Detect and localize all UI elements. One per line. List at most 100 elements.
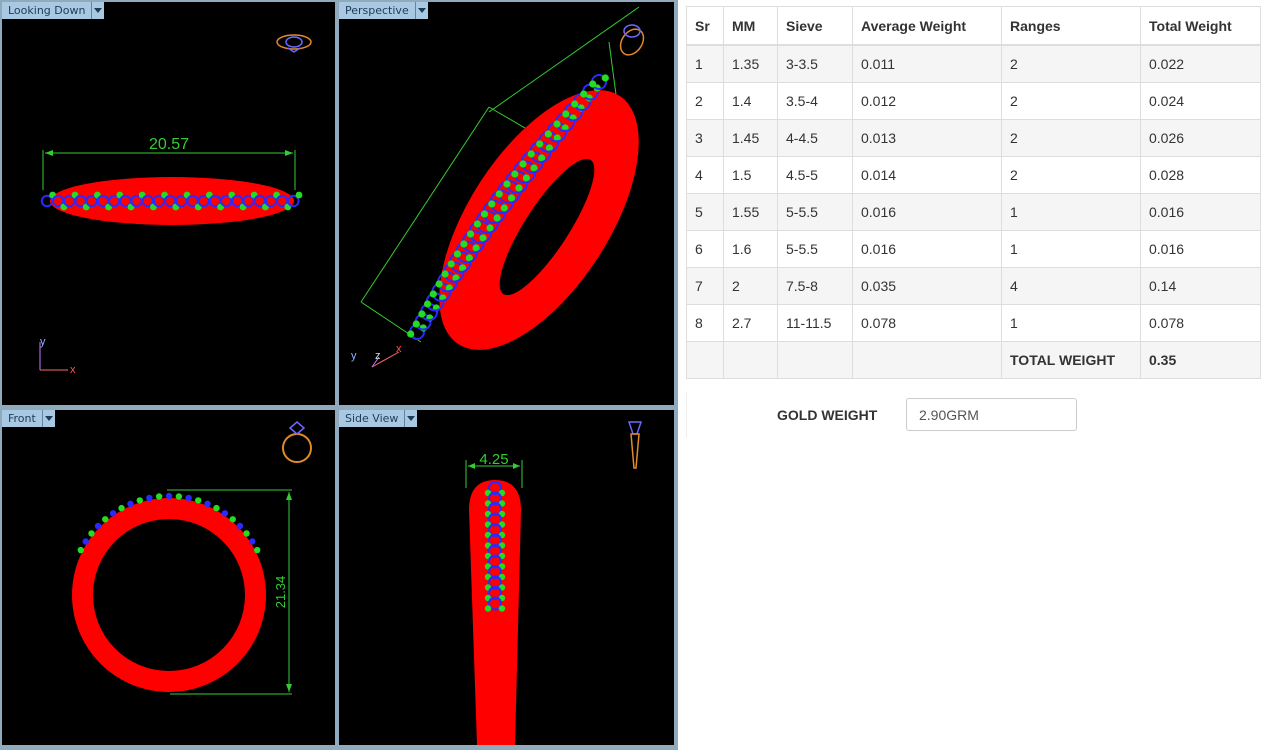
cell-total-weight: 0.078: [1140, 304, 1261, 342]
empty-cell: [852, 341, 1002, 379]
stone: [82, 538, 89, 545]
stone: [146, 494, 153, 502]
viewport-tab-perspective[interactable]: Perspective: [339, 2, 428, 19]
gold-weight-input[interactable]: [906, 398, 1077, 431]
prong: [407, 330, 415, 338]
cell-average-weight: 0.016: [852, 193, 1002, 231]
stone: [488, 491, 502, 506]
stone: [488, 575, 502, 590]
cell-total-weight: 0.026: [1140, 119, 1261, 157]
cell-total-weight: 0.022: [1140, 44, 1261, 83]
prong: [498, 605, 506, 612]
cell-sieve: 11-11.5: [777, 304, 853, 342]
stone: [488, 523, 502, 537]
stone: [236, 522, 244, 530]
prong: [500, 204, 508, 212]
viewport-menu-dropdown-icon[interactable]: [405, 410, 418, 427]
cell-ranges: 2: [1001, 44, 1141, 83]
cell-mm: 1.4: [723, 82, 778, 120]
cell-ranges: 1: [1001, 304, 1141, 342]
stone: [488, 502, 502, 516]
prong: [458, 264, 467, 272]
gold-weight-section: GOLD WEIGHT: [686, 392, 1262, 438]
cell-sieve: 5-5.5: [777, 193, 853, 231]
prong: [479, 234, 487, 242]
cell-ranges: 2: [1001, 156, 1141, 194]
table-header-row: Sr MM Sieve Average Weight Ranges Total …: [686, 6, 1261, 46]
stone: [488, 481, 502, 495]
viewport-menu-dropdown-icon[interactable]: [415, 2, 428, 19]
prong: [495, 190, 503, 198]
stone-row: [407, 74, 609, 340]
stone: [221, 510, 229, 517]
stone: [488, 586, 502, 600]
prong: [484, 605, 492, 612]
viewport-perspective[interactable]: Perspective y: [339, 2, 674, 405]
cell-sr: 7: [686, 267, 724, 305]
viewport-tab-looking-down[interactable]: Looking Down: [2, 2, 105, 19]
empty-cell: [723, 341, 778, 379]
viewport-front[interactable]: Front 21.34: [2, 410, 335, 745]
prong: [229, 516, 236, 523]
cell-sr: 3: [686, 119, 724, 157]
cell-mm: 1.45: [723, 119, 778, 157]
viewport-side-view[interactable]: Side View 4.25: [339, 410, 674, 745]
stone: [185, 494, 192, 502]
cell-sr: 5: [686, 193, 724, 231]
viewport-menu-dropdown-icon[interactable]: [42, 410, 55, 427]
stone-weight-table: Sr MM Sieve Average Weight Ranges Total …: [686, 6, 1261, 379]
cell-sieve: 5-5.5: [777, 230, 853, 268]
viewport-label: Perspective: [339, 2, 416, 19]
cell-mm: 2.7: [723, 304, 778, 342]
width-dimension-label: 4.25: [479, 451, 508, 468]
stone: [94, 522, 102, 530]
viewport-menu-dropdown-icon[interactable]: [92, 2, 105, 19]
svg-text:y: y: [351, 350, 357, 362]
cell-ranges: 1: [1001, 193, 1141, 231]
axis-indicator: y x: [39, 336, 76, 376]
viewport-label: Side View: [339, 410, 406, 427]
svg-text:y: y: [40, 336, 46, 348]
prong: [452, 274, 460, 282]
cell-sieve: 3.5-4: [777, 82, 853, 120]
cell-average-weight: 0.035: [852, 267, 1002, 305]
cell-sieve: 7.5-8: [777, 267, 853, 305]
prong: [102, 516, 109, 523]
prong: [195, 497, 202, 504]
cell-mm: 1.5: [723, 156, 778, 194]
prong: [601, 74, 609, 82]
cad-viewports: Looking Down 20.57 y x: [0, 0, 678, 750]
prong: [530, 164, 538, 172]
stone: [488, 596, 502, 611]
viewport-tab-front[interactable]: Front: [2, 410, 55, 427]
cell-mm: 1.55: [723, 193, 778, 231]
prong: [77, 546, 84, 554]
empty-cell: [777, 341, 853, 379]
prong: [511, 170, 519, 178]
stone: [488, 565, 502, 579]
stone: [109, 510, 117, 517]
prong: [589, 80, 597, 88]
prong: [254, 546, 261, 554]
viewport-looking-down[interactable]: Looking Down 20.57 y x: [2, 2, 335, 405]
cell-sr: 6: [686, 230, 724, 268]
stone-weight-panel: Sr MM Sieve Average Weight Ranges Total …: [686, 6, 1261, 379]
table-row: 8 2.7 11-11.5 0.078 1 0.078: [686, 304, 1261, 342]
prong: [536, 140, 544, 148]
prong: [580, 90, 588, 98]
viewport-tab-side-view[interactable]: Side View: [339, 410, 418, 427]
table-row: 5 1.55 5-5.5 0.016 1 0.016: [686, 193, 1261, 231]
cell-sr: 1: [686, 44, 724, 83]
cell-total-weight: 0.016: [1140, 193, 1261, 231]
cell-total-weight: 0.016: [1140, 230, 1261, 268]
cell-sieve: 4.5-5: [777, 156, 853, 194]
prong: [423, 300, 432, 308]
stone: [488, 512, 502, 527]
ring-perspective-view: y z x: [351, 6, 645, 368]
prong: [544, 130, 552, 138]
cell-average-weight: 0.014: [852, 156, 1002, 194]
prong: [412, 320, 420, 328]
cell-mm: 2: [723, 267, 778, 305]
table-row: 7 2 7.5-8 0.035 4 0.14: [686, 267, 1261, 305]
stone-row: [40, 191, 303, 211]
